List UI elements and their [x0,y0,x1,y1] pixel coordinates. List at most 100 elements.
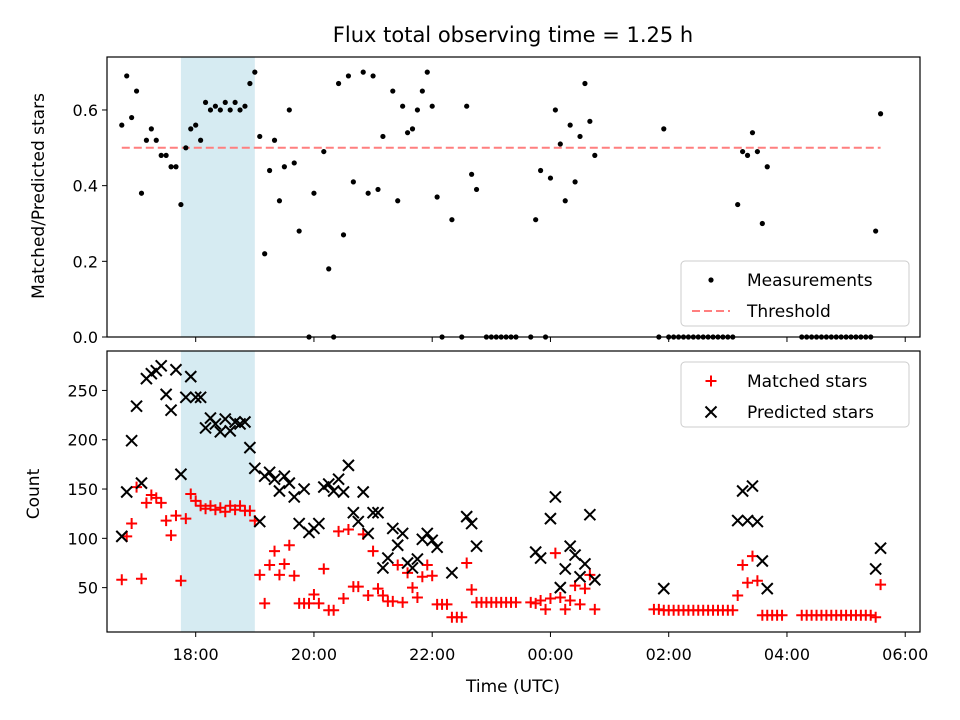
measurement-point [286,107,292,113]
measurement-point [212,103,218,109]
observing-window-span [180,351,255,632]
measurement-point [735,201,741,208]
predicted-star-point [874,541,887,555]
predicted-star-point [361,527,375,540]
measurement-point [547,175,554,181]
x-tick-label: 22:00 [409,645,455,664]
count-panel: 50 100 150 200 250 18:00 20:00 22:00 00:00 02:00 0… [67,350,928,664]
matched-star-point [540,603,552,615]
predicted-star-point [169,363,183,376]
measurement-point [153,137,159,143]
matched-star-point [352,581,364,593]
predicted-star-point [544,512,557,525]
predicted-star-point [554,581,567,594]
matched-star-point [466,584,478,596]
matched-star-point [737,559,749,571]
x-tick-label: 02:00 [646,645,692,664]
matched-star-point [126,518,138,530]
matched-star-point [135,573,147,585]
axes-frame [106,56,921,338]
measurement-point [207,107,214,113]
predicted-star-point [288,490,301,504]
predicted-star-point [549,490,562,504]
observing-window-span [180,57,255,337]
matched-star-point [328,604,340,616]
measurement-point [183,145,189,151]
predicted-star-point [130,400,143,413]
measurement-point [138,190,145,196]
y-tick-label: 50 [78,579,98,598]
x-tick-label: 04:00 [764,645,810,664]
measurement-point [281,164,287,170]
matched-star-point [742,577,754,589]
matched-star-point [180,513,192,525]
y-tick-label: 0.4 [73,177,98,196]
predicted-star-point [297,482,311,496]
predicted-star-point [746,479,759,493]
measurement-point [661,126,667,132]
predicted-star-point [312,517,326,530]
y-tick-label: 150 [67,480,98,499]
measurement-point [119,122,125,128]
measurement-point [395,198,401,204]
measurement-point [749,130,756,136]
matched-star-point [362,590,374,602]
predicted-star-point [199,421,212,435]
predicted-star-point [174,468,188,481]
legend-label: Threshold [746,302,831,322]
measurement-point [163,152,169,158]
measurement-point [400,103,406,109]
measurement-point [173,164,179,170]
measurement-point [434,194,440,200]
matched-star-point [367,545,379,557]
measurement-point [188,126,194,132]
matched-star-point [318,563,330,575]
predicted-star-point [741,514,754,527]
matched-star-point [308,589,320,601]
measurement-point [296,228,302,234]
predicted-star-point [219,412,232,426]
matched-star-point [254,569,266,581]
predicted-star-point [376,561,390,575]
matched-star-point [342,523,354,535]
measurement-point [533,217,539,223]
matched-star-point [259,597,271,609]
matched-star-point [175,575,187,587]
matched-star-point [338,592,350,604]
predicted-star-point [347,506,360,519]
measurement-point [390,88,396,94]
measurement-point [464,103,470,109]
predicted-star-point [120,485,133,499]
measurement-point [557,141,563,147]
matched-star-point [397,596,409,608]
x-tick-label: 00:00 [527,645,573,664]
predicted-star-point [209,417,222,431]
matched-star-point [461,557,473,569]
measurement-point [335,80,342,87]
measurement-point [409,126,416,132]
predicted-star-point [278,470,291,483]
matched-star-point [441,598,453,610]
matched-star-point [150,492,162,504]
x-axis-label: Time (UTC) [465,677,560,697]
measurement-point [873,228,879,234]
predicted-star-point [292,517,306,530]
measurement-point [370,73,376,79]
matched-star-point [579,583,591,595]
measurement-point [202,99,209,106]
matched-star-point [244,505,256,517]
predicted-star-point [411,552,424,566]
measurement-point [148,126,154,132]
matched-star-point [416,571,428,583]
predicted-star-point [534,551,547,565]
predicted-star-point [342,459,355,472]
measurement-point [404,130,411,136]
measurement-point [340,232,347,238]
predicted-star-point [756,554,769,568]
predicted-star-point [283,476,296,490]
matched-star-point [333,525,345,537]
predicted-star-point [869,562,882,576]
legend-label: Measurements [747,271,873,291]
matched-star-point [313,597,325,609]
